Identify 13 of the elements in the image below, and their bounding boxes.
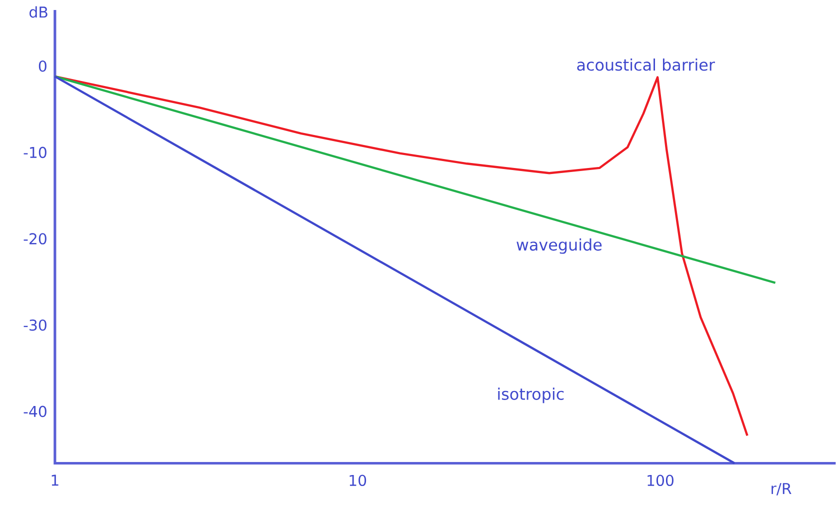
y-tick-label: -10 xyxy=(24,146,46,158)
x-tick-label: 100 xyxy=(648,474,674,486)
x-tick-label: 10 xyxy=(350,474,366,486)
x-tick-label: 1 xyxy=(52,474,58,486)
y-tick-label: -40 xyxy=(24,406,46,418)
series-label: acoustical barrier xyxy=(577,58,715,71)
y-tick-label: 0 xyxy=(38,60,46,72)
y-axis-title: dB xyxy=(30,6,48,18)
x-axis-title: r/R xyxy=(772,482,792,496)
series-label: isotropic xyxy=(498,388,564,403)
y-tick-label: -20 xyxy=(24,233,46,244)
y-tick-label: -30 xyxy=(24,319,46,331)
series-label: waveguide xyxy=(516,238,602,254)
